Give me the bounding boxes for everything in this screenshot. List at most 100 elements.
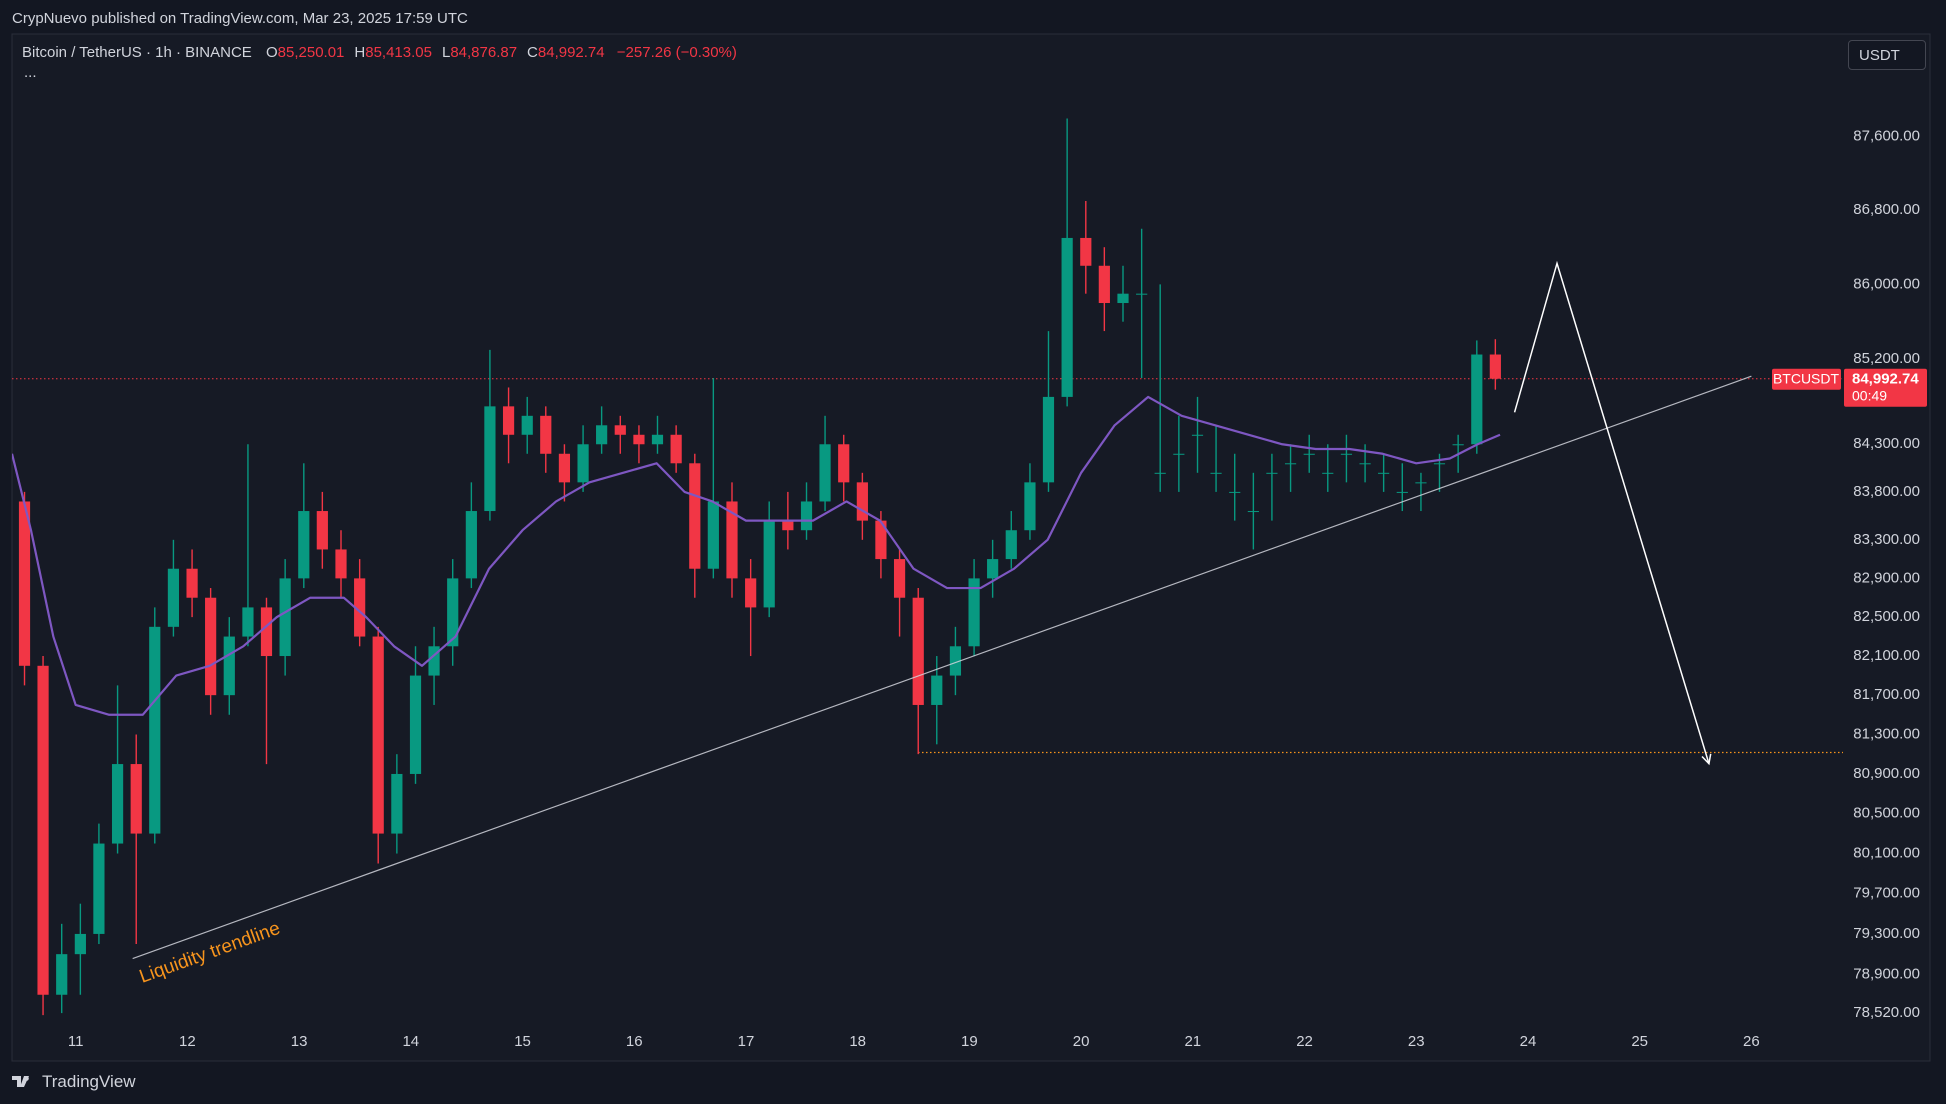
candle-body	[167, 568, 180, 627]
y-tick-label: 81,300.00	[1853, 725, 1920, 742]
candle-body	[1322, 472, 1334, 474]
candle-body	[1489, 354, 1501, 379]
candle-body	[689, 463, 701, 569]
candle-body	[354, 578, 366, 637]
trendline	[132, 375, 1752, 960]
candle-body	[1173, 453, 1185, 455]
candle-body	[1024, 482, 1036, 531]
y-tick-label: 80,100.00	[1853, 845, 1920, 862]
logo-dot	[24, 1076, 29, 1081]
candle-body	[782, 520, 794, 531]
y-tick-label: 81,700.00	[1853, 686, 1920, 703]
candle-body	[1191, 434, 1204, 436]
x-tick-label: 18	[849, 1033, 866, 1050]
x-tick-label: 24	[1520, 1033, 1537, 1050]
more-indicator[interactable]: ...	[24, 64, 37, 81]
candle-body	[726, 501, 738, 579]
tradingview-logo	[12, 1076, 29, 1087]
candle-body	[1247, 511, 1259, 513]
candle-body	[335, 549, 347, 579]
candle-body	[298, 511, 310, 579]
candle-body	[1452, 444, 1464, 446]
x-tick-label: 15	[514, 1033, 531, 1050]
x-tick-label: 17	[738, 1033, 755, 1050]
candle-body	[205, 597, 217, 696]
candle-body	[502, 406, 515, 435]
candle-body	[409, 675, 422, 774]
candle-body	[1098, 265, 1110, 304]
y-tick-label: 79,300.00	[1853, 925, 1920, 942]
x-tick-label: 19	[961, 1033, 978, 1050]
candle-body	[316, 511, 328, 550]
candle-body	[130, 764, 142, 834]
x-tick-label: 12	[179, 1033, 196, 1050]
candle-body	[1117, 293, 1129, 304]
candle-body	[149, 626, 161, 834]
y-tick-label: 82,900.00	[1853, 569, 1920, 586]
y-tick-label: 82,500.00	[1853, 608, 1920, 625]
candle-body	[651, 434, 664, 445]
candle-body	[1229, 491, 1241, 493]
projection-path	[1513, 260, 1710, 764]
currency-button[interactable]: USDT	[1848, 40, 1926, 70]
y-tick-label: 82,100.00	[1853, 647, 1920, 664]
y-tick-label: 86,800.00	[1853, 201, 1920, 218]
candle-body	[968, 578, 980, 647]
symbol-tag-bg	[1772, 368, 1841, 390]
candle-body	[1266, 472, 1278, 474]
candle-body	[111, 764, 124, 844]
countdown: 00:49	[1852, 387, 1887, 403]
field-value: 85,413.05	[365, 44, 432, 61]
candle-body	[465, 511, 477, 579]
y-tick-label: 83,300.00	[1853, 531, 1920, 548]
candle-body	[37, 665, 49, 995]
candle-body	[74, 933, 86, 955]
candle-body	[893, 559, 906, 598]
publish-info: CrypNuevo published on TradingView.com, …	[12, 10, 468, 27]
candle-body	[1396, 491, 1408, 493]
candle-body	[987, 559, 999, 579]
x-tick-label: 13	[291, 1033, 308, 1050]
candle-body	[558, 453, 571, 483]
candle-body	[1136, 293, 1148, 295]
candle-body	[819, 444, 831, 502]
candle-body	[540, 415, 552, 454]
candle-body	[1415, 482, 1427, 484]
candle-body	[484, 406, 496, 512]
candle-body	[707, 501, 719, 569]
legend: Bitcoin / TetherUS · 1h · BINANCE O85,25…	[22, 44, 737, 61]
candle-body	[670, 434, 682, 464]
brand: TradingView	[42, 1072, 136, 1091]
candle-body	[1080, 237, 1092, 266]
candle-body	[1378, 472, 1390, 474]
y-tick-label: 78,520.00	[1853, 1004, 1920, 1021]
candle-body	[428, 646, 440, 676]
candle-body	[260, 607, 273, 657]
candle-body	[279, 578, 291, 657]
change: −257.26 (−0.30%)	[616, 44, 737, 61]
candle-body	[875, 520, 887, 560]
candle-body	[1284, 463, 1297, 465]
candle-body	[1210, 472, 1222, 474]
candle-body	[521, 415, 533, 435]
y-tick-label: 83,800.00	[1853, 483, 1920, 500]
x-tick-label: 26	[1743, 1033, 1760, 1050]
candle-body	[186, 568, 198, 598]
candle-body	[1359, 463, 1371, 465]
candle-body	[223, 636, 235, 696]
field-value: 84,992.74	[537, 44, 605, 61]
candle-body	[1340, 453, 1353, 455]
candle-body	[1433, 463, 1446, 465]
candle-body	[93, 843, 105, 934]
price-tag-bg	[1844, 368, 1927, 407]
x-tick-label: 21	[1184, 1033, 1201, 1050]
candle-body	[763, 520, 775, 608]
x-tick-label: 22	[1296, 1033, 1313, 1050]
candle-body	[1154, 472, 1166, 474]
field-value: 85,250.01	[277, 44, 345, 61]
candle-body	[372, 636, 384, 834]
x-tick-label: 23	[1408, 1033, 1425, 1050]
